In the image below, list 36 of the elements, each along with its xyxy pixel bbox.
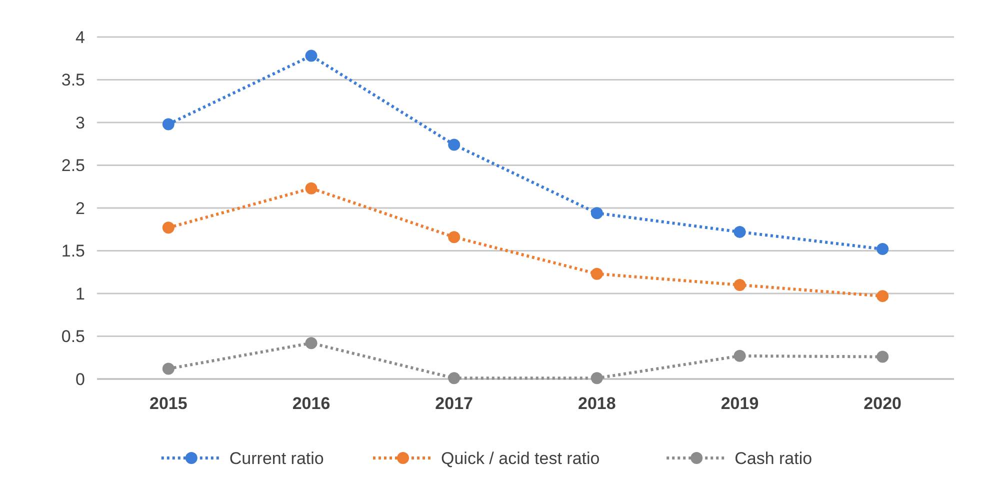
legend-label: Current ratio xyxy=(229,448,324,468)
y-tick-label: 0 xyxy=(76,370,85,389)
y-tick-label: 3 xyxy=(76,113,85,132)
point xyxy=(590,268,603,280)
y-tick-label: 2 xyxy=(76,198,85,218)
point xyxy=(162,118,174,130)
point xyxy=(590,207,603,220)
point xyxy=(734,226,746,238)
y-tick-label: 2.5 xyxy=(61,156,85,176)
point xyxy=(162,362,174,375)
point xyxy=(305,337,318,350)
y-tick-label: 3.5 xyxy=(61,70,85,90)
x-tick-label: 2017 xyxy=(435,394,473,413)
point xyxy=(876,243,889,256)
point xyxy=(305,50,318,62)
y-tick-label: 0.5 xyxy=(61,327,85,346)
point xyxy=(448,372,460,384)
point xyxy=(448,138,460,151)
point xyxy=(305,182,318,194)
legend-label: Cash ratio xyxy=(734,448,812,468)
y-tick-label: 1 xyxy=(76,284,85,304)
legend-label: Quick / acid test ratio xyxy=(441,448,600,468)
x-tick-label: 2019 xyxy=(720,394,759,413)
point xyxy=(876,290,889,302)
point xyxy=(590,372,603,384)
point xyxy=(448,231,460,244)
point xyxy=(876,350,889,363)
y-tick-label: 1.5 xyxy=(61,242,85,261)
x-tick-label: 2016 xyxy=(292,394,330,413)
x-tick-label: 2020 xyxy=(864,394,902,413)
point xyxy=(162,222,174,234)
point xyxy=(734,278,746,291)
x-tick-label: 2015 xyxy=(150,394,188,413)
point xyxy=(734,350,746,362)
y-tick-label: 4 xyxy=(76,28,85,47)
x-tick-label: 2018 xyxy=(578,394,616,413)
